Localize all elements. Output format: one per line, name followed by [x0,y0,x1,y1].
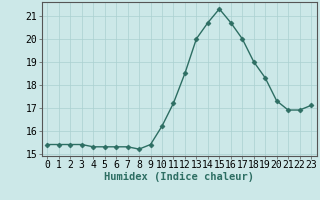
X-axis label: Humidex (Indice chaleur): Humidex (Indice chaleur) [104,172,254,182]
